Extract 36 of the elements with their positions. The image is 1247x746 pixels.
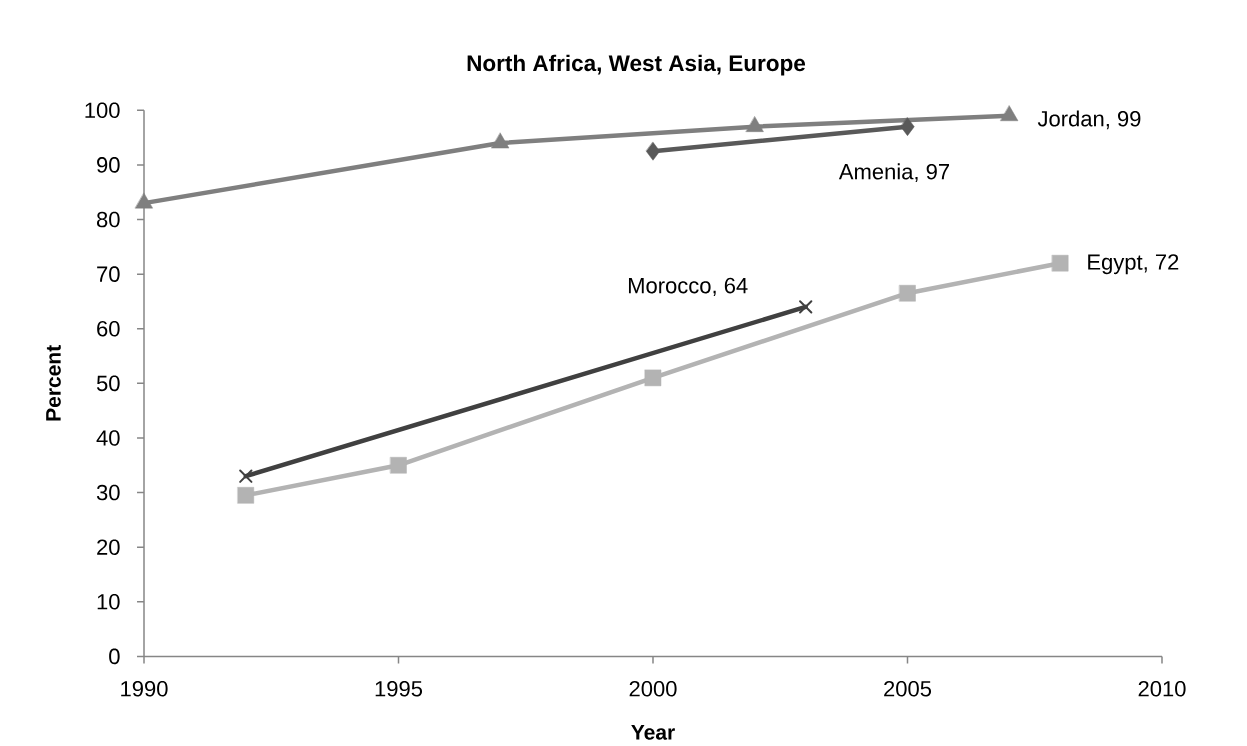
y-tick-label: 20 bbox=[97, 539, 120, 555]
point bbox=[1000, 105, 1019, 121]
annotation: Amenia, 97 bbox=[838, 163, 949, 183]
y-tick-label: 30 bbox=[96, 484, 120, 501]
point bbox=[646, 142, 660, 161]
y-tick-label: 50 bbox=[96, 375, 120, 392]
point bbox=[644, 369, 662, 387]
y-tick-label: 70 bbox=[97, 266, 120, 282]
point bbox=[491, 132, 510, 149]
point bbox=[899, 284, 916, 302]
y-tick-label: 90 bbox=[97, 157, 120, 173]
y-tick-label: 40 bbox=[96, 430, 120, 446]
annotation: Jordan, 99 bbox=[1037, 110, 1141, 130]
point bbox=[1051, 254, 1069, 272]
x-tick-label: 2010 bbox=[1138, 680, 1186, 697]
y-tick-label: 80 bbox=[96, 211, 120, 228]
annotation: Morocco, 64 bbox=[628, 277, 748, 296]
x-tick-label: 1990 bbox=[121, 680, 168, 697]
chart-title: North Africa, West Asia, Europe bbox=[467, 54, 806, 76]
x-tick-label: 1995 bbox=[375, 680, 423, 697]
point bbox=[239, 469, 253, 483]
x-axis-title: Year bbox=[631, 725, 675, 740]
point bbox=[745, 116, 764, 132]
point bbox=[799, 300, 813, 314]
point bbox=[900, 117, 915, 136]
point bbox=[390, 457, 407, 474]
y-tick-label: 10 bbox=[97, 594, 120, 610]
y-axis-title: Percent bbox=[46, 345, 61, 421]
annotation: Egypt, 72 bbox=[1088, 254, 1179, 275]
y-tick-label: 0 bbox=[109, 648, 120, 665]
point bbox=[237, 487, 255, 504]
x-tick-label: 2005 bbox=[884, 680, 932, 697]
x-tick-label: 2000 bbox=[629, 680, 677, 697]
point bbox=[135, 192, 153, 209]
y-tick-label: 60 bbox=[97, 320, 120, 337]
y-tick-label: 100 bbox=[85, 102, 120, 119]
